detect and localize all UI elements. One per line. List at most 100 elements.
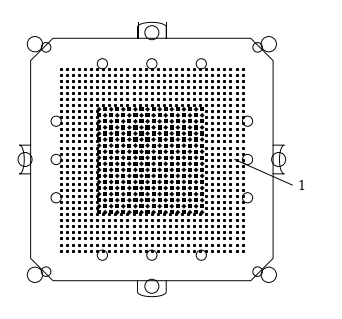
- Bar: [187, 113, 193, 118]
- Bar: [145, 186, 150, 190]
- Bar: [152, 144, 156, 148]
- Bar: [187, 149, 193, 154]
- Bar: [127, 168, 131, 172]
- Bar: [115, 107, 119, 111]
- Bar: [127, 180, 131, 184]
- Bar: [145, 198, 150, 202]
- Bar: [176, 204, 180, 208]
- Bar: [96, 180, 102, 184]
- Bar: [133, 155, 138, 160]
- Bar: [133, 113, 137, 117]
- Bar: [96, 131, 102, 136]
- Bar: [152, 131, 156, 136]
- Bar: [115, 137, 120, 142]
- Bar: [194, 125, 198, 130]
- Bar: [200, 192, 204, 196]
- Bar: [151, 125, 156, 130]
- Bar: [145, 150, 150, 154]
- Bar: [103, 149, 108, 154]
- Bar: [194, 192, 199, 197]
- Bar: [109, 167, 114, 172]
- Bar: [175, 125, 180, 130]
- Bar: [182, 186, 186, 190]
- Bar: [169, 119, 174, 124]
- Bar: [200, 156, 204, 160]
- Bar: [157, 204, 162, 209]
- Bar: [140, 119, 144, 123]
- Bar: [109, 204, 114, 209]
- Bar: [194, 198, 198, 202]
- Bar: [103, 210, 108, 215]
- Bar: [188, 156, 192, 160]
- Bar: [194, 174, 198, 178]
- Bar: [163, 161, 168, 166]
- Bar: [145, 204, 150, 209]
- Bar: [121, 125, 126, 130]
- Bar: [121, 150, 126, 154]
- Bar: [182, 125, 186, 130]
- Bar: [127, 198, 132, 203]
- Bar: [109, 186, 113, 190]
- Bar: [182, 198, 186, 202]
- Bar: [200, 144, 204, 148]
- Bar: [103, 119, 107, 123]
- Bar: [158, 150, 162, 154]
- Bar: [145, 113, 150, 117]
- Bar: [121, 162, 126, 166]
- Bar: [194, 186, 198, 190]
- Bar: [152, 180, 156, 184]
- Bar: [175, 198, 180, 203]
- Bar: [145, 137, 150, 142]
- Bar: [194, 204, 199, 209]
- Bar: [103, 186, 108, 190]
- Bar: [188, 180, 192, 184]
- Bar: [175, 174, 180, 178]
- Bar: [97, 198, 101, 202]
- Bar: [194, 143, 199, 148]
- Bar: [194, 113, 198, 117]
- Bar: [176, 168, 180, 172]
- Bar: [158, 125, 162, 130]
- Bar: [170, 174, 174, 178]
- Bar: [97, 137, 101, 142]
- Bar: [121, 119, 126, 124]
- Bar: [175, 186, 180, 190]
- Bar: [97, 210, 101, 214]
- Bar: [139, 186, 144, 190]
- Bar: [169, 143, 174, 148]
- Bar: [163, 149, 168, 154]
- Bar: [163, 125, 168, 130]
- Bar: [182, 113, 186, 117]
- Bar: [157, 192, 162, 197]
- Bar: [115, 174, 120, 178]
- Bar: [103, 113, 108, 118]
- Bar: [127, 161, 132, 166]
- Bar: [133, 107, 138, 112]
- Bar: [194, 162, 198, 166]
- Bar: [109, 119, 114, 124]
- Bar: [194, 167, 199, 172]
- Bar: [169, 167, 174, 172]
- Bar: [164, 107, 168, 111]
- Bar: [194, 119, 199, 124]
- Bar: [181, 119, 186, 124]
- Bar: [127, 192, 131, 196]
- Bar: [182, 150, 186, 154]
- Bar: [152, 107, 156, 111]
- Bar: [103, 107, 107, 111]
- Bar: [188, 131, 192, 136]
- Bar: [115, 119, 119, 123]
- Bar: [163, 198, 168, 203]
- Bar: [151, 113, 156, 118]
- Bar: [188, 119, 192, 123]
- Bar: [97, 125, 101, 130]
- Bar: [164, 180, 168, 184]
- Bar: [157, 143, 162, 148]
- Bar: [103, 137, 108, 142]
- Bar: [188, 107, 192, 111]
- Bar: [158, 162, 162, 166]
- Bar: [170, 137, 174, 142]
- Bar: [133, 137, 137, 142]
- Bar: [145, 162, 150, 166]
- Bar: [103, 198, 108, 203]
